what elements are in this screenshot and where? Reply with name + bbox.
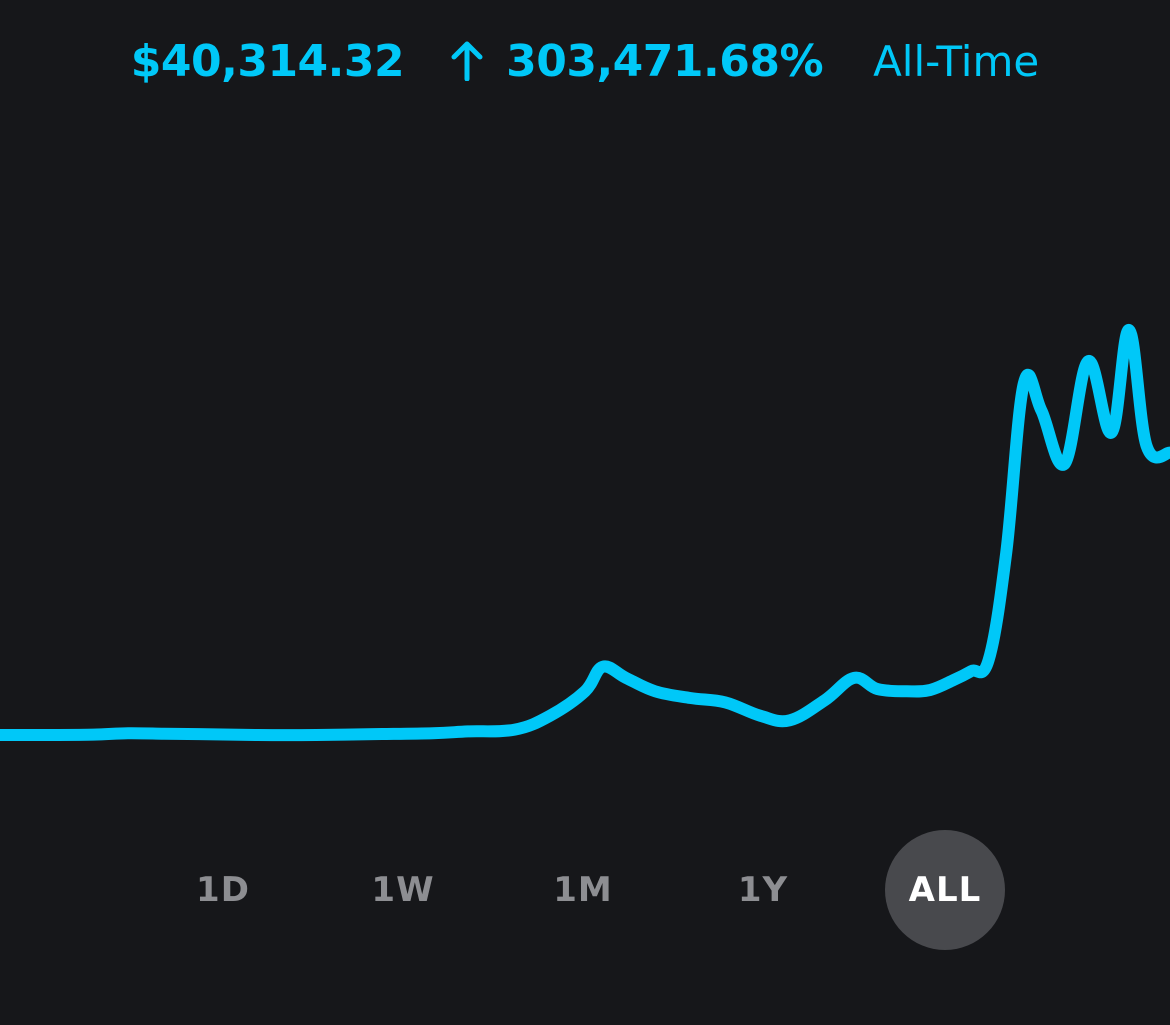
portfolio-value-line (0, 323, 1170, 742)
arrow-up-icon (451, 41, 483, 81)
time-range-selector: 1D 1W 1M 1Y ALL (0, 830, 1170, 952)
range-option-1w[interactable]: 1W (343, 830, 463, 950)
range-option-1y[interactable]: 1Y (703, 830, 823, 950)
range-option-1m[interactable]: 1M (523, 830, 643, 950)
portfolio-value: $40,314.32 (130, 35, 405, 87)
period-label: All-Time (873, 36, 1040, 86)
range-option-1d[interactable]: 1D (163, 830, 283, 950)
change-summary: 303,471.68% (450, 35, 824, 87)
portfolio-line-chart[interactable] (0, 110, 1170, 810)
performance-header: $40,314.32 303,471.68% All-Time (0, 26, 1170, 96)
change-percent: 303,471.68% (506, 35, 824, 87)
range-option-all[interactable]: ALL (885, 830, 1005, 950)
